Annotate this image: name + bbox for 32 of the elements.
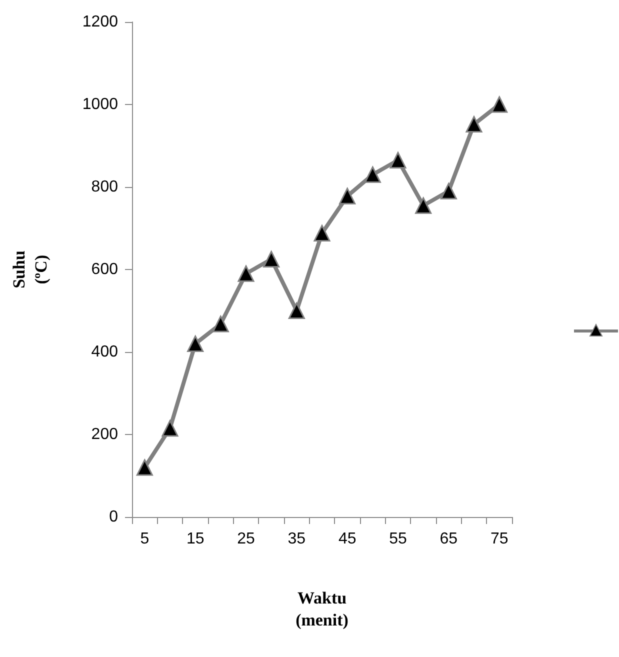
y-tick-label: 400 (91, 344, 118, 360)
point (136, 459, 153, 476)
x-tick-label: 65 (440, 530, 458, 548)
y-tick-label: 1000 (82, 96, 118, 113)
y-tick-label: 600 (91, 261, 118, 278)
point (364, 166, 381, 183)
x-tick-label: 75 (490, 530, 508, 548)
point (440, 182, 457, 200)
x-tick-label: 35 (288, 530, 306, 548)
x-tick-label: 25 (237, 530, 255, 548)
x-tick-label: 45 (338, 530, 356, 548)
point (339, 188, 356, 204)
x-tick-label: 55 (389, 530, 407, 548)
point (162, 420, 178, 437)
point (390, 152, 406, 168)
y-tick-label: 0 (109, 508, 118, 526)
point (288, 302, 305, 319)
y-tick-label: 200 (91, 426, 118, 443)
point (314, 224, 330, 242)
point (491, 96, 508, 113)
x-axis-title: Waktu (menit) (296, 588, 348, 630)
point (238, 265, 254, 282)
x-tick-label: 15 (186, 530, 204, 548)
y-tick-label: 800 (91, 178, 118, 196)
point (415, 197, 432, 214)
point (466, 116, 482, 133)
x-tick-label: 5 (140, 530, 150, 548)
y-tick-label: 1200 (82, 14, 118, 30)
point (263, 250, 280, 268)
point (212, 316, 229, 332)
y-axis-title: Suhu (ºC) (10, 250, 50, 288)
point (187, 336, 204, 352)
